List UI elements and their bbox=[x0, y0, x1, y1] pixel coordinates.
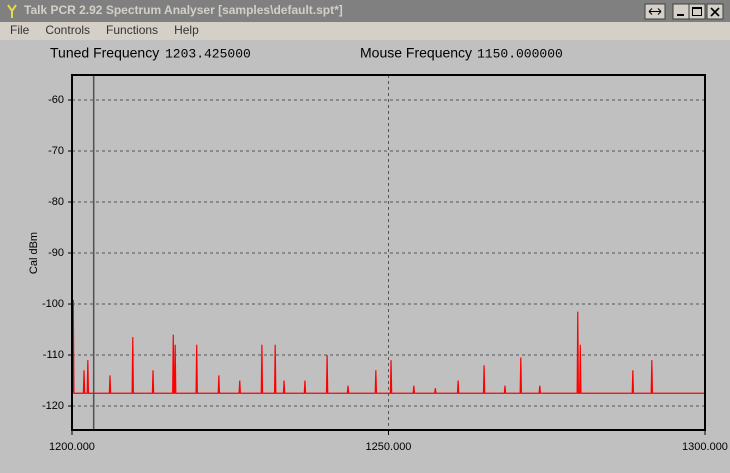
title-bar bbox=[0, 0, 730, 22]
x-tick-label: 1200.000 bbox=[49, 441, 95, 453]
y-tick-label: -60 bbox=[48, 94, 64, 106]
menu: File Controls Functions Help bbox=[10, 23, 199, 37]
window-title: Talk PCR 2.92 Spectrum Analyser [samples… bbox=[24, 3, 343, 17]
mouse-label: Mouse Frequency bbox=[360, 45, 472, 61]
menu-item[interactable]: File bbox=[10, 23, 30, 37]
menu-item[interactable]: Controls bbox=[45, 23, 90, 37]
y-tick-label: -70 bbox=[48, 145, 64, 157]
menu-item[interactable]: Functions bbox=[106, 23, 158, 37]
x-tick-label: 1250.000 bbox=[366, 441, 412, 453]
close-button[interactable] bbox=[706, 3, 724, 20]
plot-border bbox=[71, 74, 706, 431]
minimize-button[interactable] bbox=[672, 3, 690, 20]
menu-bar bbox=[0, 22, 730, 40]
y-tick-label: -100 bbox=[42, 298, 64, 310]
x-tick-label: 1300.000 bbox=[682, 441, 728, 453]
y-tick-label: -110 bbox=[43, 349, 64, 361]
resize-button[interactable] bbox=[644, 3, 666, 20]
app-icon bbox=[7, 4, 17, 18]
y-axis-label: Cal dBm bbox=[28, 232, 40, 274]
menu-item[interactable]: Help bbox=[174, 23, 199, 37]
plot: -60 -70 -80 -90 -100 -110 -120 1200.000 1250.000… bbox=[42, 74, 728, 453]
mouse-value: 1150.000000 bbox=[477, 46, 563, 61]
y-tick-label: -80 bbox=[48, 196, 64, 208]
maximize-button[interactable] bbox=[688, 3, 706, 20]
spectrum-line bbox=[71, 299, 705, 394]
tuned-label: Tuned Frequency bbox=[50, 45, 159, 61]
y-tick-label: -90 bbox=[48, 247, 64, 259]
tuned-value: 1203.425000 bbox=[165, 46, 251, 61]
y-tick-label: -120 bbox=[42, 400, 64, 412]
